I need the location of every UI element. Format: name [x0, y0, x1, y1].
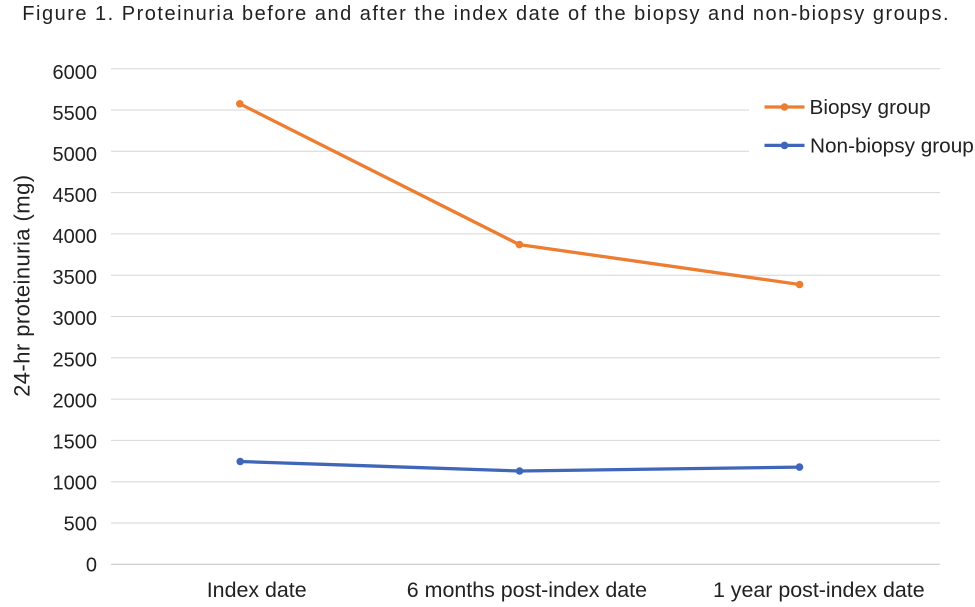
svg-text:2500: 2500	[53, 349, 98, 371]
svg-text:0: 0	[86, 555, 97, 577]
svg-text:1 year post-index date: 1 year post-index date	[713, 578, 925, 602]
svg-text:5500: 5500	[53, 103, 98, 125]
svg-text:1000: 1000	[53, 473, 98, 495]
svg-text:Index date: Index date	[207, 578, 307, 602]
svg-text:3500: 3500	[53, 267, 98, 289]
svg-text:Figure 1. Proteinuria before a: Figure 1. Proteinuria before and after t…	[22, 3, 950, 25]
svg-text:2000: 2000	[53, 390, 98, 412]
svg-text:4500: 4500	[53, 185, 98, 207]
svg-text:6 months post-index date: 6 months post-index date	[407, 578, 647, 602]
svg-text:4000: 4000	[53, 226, 98, 248]
svg-text:1500: 1500	[53, 431, 98, 453]
svg-text:Biopsy group: Biopsy group	[810, 96, 931, 119]
svg-text:24-hr proteinuria (mg): 24-hr proteinuria (mg)	[10, 174, 35, 396]
svg-text:Non-biopsy group: Non-biopsy group	[810, 134, 974, 157]
svg-text:500: 500	[64, 514, 97, 536]
svg-text:3000: 3000	[53, 308, 98, 330]
svg-text:6000: 6000	[53, 62, 98, 84]
svg-text:5000: 5000	[53, 144, 98, 166]
